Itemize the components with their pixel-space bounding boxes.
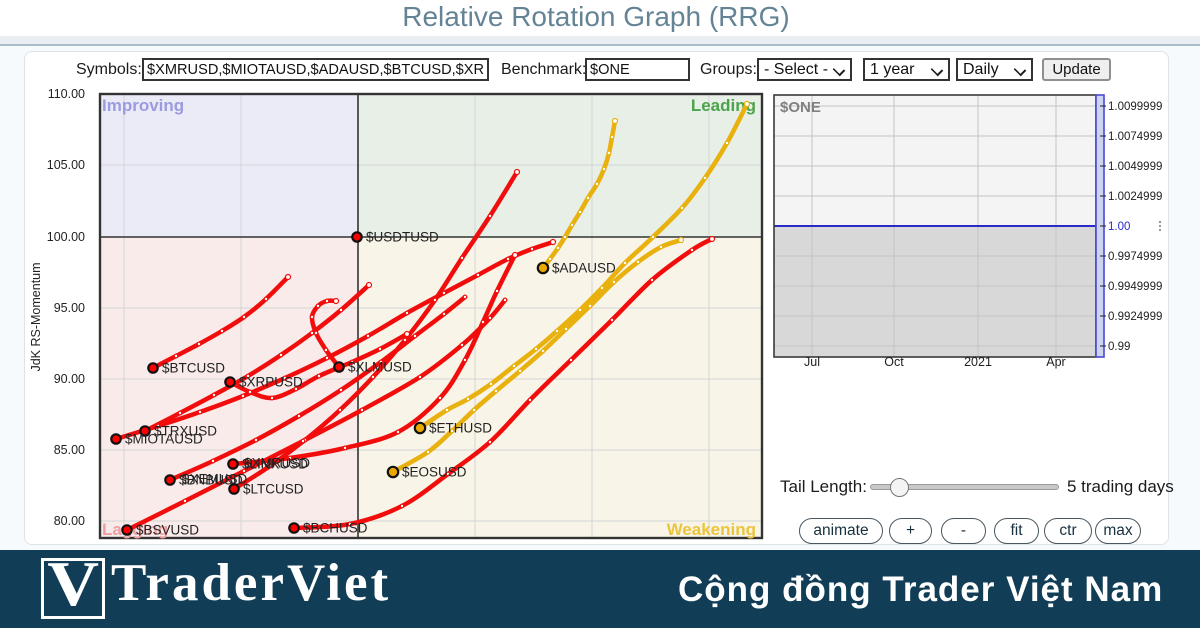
svg-text:$XEMUSD: $XEMUSD: [182, 472, 248, 487]
svg-text:110.00: 110.00: [48, 87, 85, 101]
svg-text:1.0099999: 1.0099999: [1108, 101, 1162, 113]
svg-text:0.9924999: 0.9924999: [1108, 311, 1162, 323]
svg-text:$TRXUSD: $TRXUSD: [154, 424, 217, 439]
svg-text:$ADAUSD: $ADAUSD: [552, 261, 616, 276]
svg-text:0.9974999: 0.9974999: [1108, 251, 1162, 263]
svg-text:0.99: 0.99: [1108, 341, 1130, 353]
svg-text:80.00: 80.00: [54, 514, 85, 528]
svg-text:Apr: Apr: [1046, 355, 1065, 369]
svg-text:1.0049999: 1.0049999: [1108, 161, 1162, 173]
svg-text:1.0024999: 1.0024999: [1108, 191, 1162, 203]
svg-text:$XMRUSD: $XMRUSD: [244, 456, 310, 471]
svg-text:105.00: 105.00: [47, 158, 85, 172]
svg-text:$BCHUSD: $BCHUSD: [303, 521, 368, 536]
svg-text:$EOSUSD: $EOSUSD: [402, 465, 467, 480]
svg-text:Lagging: Lagging: [102, 520, 168, 539]
svg-text:85.00: 85.00: [54, 443, 85, 457]
svg-text:100.00: 100.00: [47, 230, 85, 244]
svg-text:Oct: Oct: [884, 355, 904, 369]
svg-text:95.00: 95.00: [54, 301, 85, 315]
svg-text:0.9949999: 0.9949999: [1108, 281, 1162, 293]
svg-text:$BSVUSD: $BSVUSD: [136, 523, 199, 538]
svg-text:JdK RS-Momentum: JdK RS-Momentum: [30, 262, 43, 371]
svg-text:Improving: Improving: [102, 96, 184, 115]
svg-text:$BTCUSD: $BTCUSD: [162, 361, 225, 376]
svg-text:$LINKUSD: $LINKUSD: [242, 457, 308, 472]
svg-text:$LTCUSD: $LTCUSD: [243, 482, 304, 497]
svg-text:$MIOTAUSD: $MIOTAUSD: [125, 432, 203, 447]
svg-text:$USDTUSD: $USDTUSD: [366, 230, 439, 245]
svg-text:Jul: Jul: [804, 355, 820, 369]
svg-text:$ETHUSD: $ETHUSD: [429, 421, 492, 436]
svg-text:1.0074999: 1.0074999: [1108, 131, 1162, 143]
svg-text:90.00: 90.00: [54, 372, 85, 386]
svg-text:$ONE: $ONE: [780, 99, 821, 116]
svg-text:$XRPUSD: $XRPUSD: [239, 375, 303, 390]
svg-text:Leading: Leading: [691, 96, 756, 115]
svg-text:$XLMUSD: $XLMUSD: [348, 360, 412, 375]
svg-text:1.00: 1.00: [1108, 221, 1130, 233]
svg-text:Weakening: Weakening: [667, 520, 756, 539]
svg-text:$BNBUSD: $BNBUSD: [179, 473, 243, 488]
svg-text:2021: 2021: [964, 355, 992, 369]
